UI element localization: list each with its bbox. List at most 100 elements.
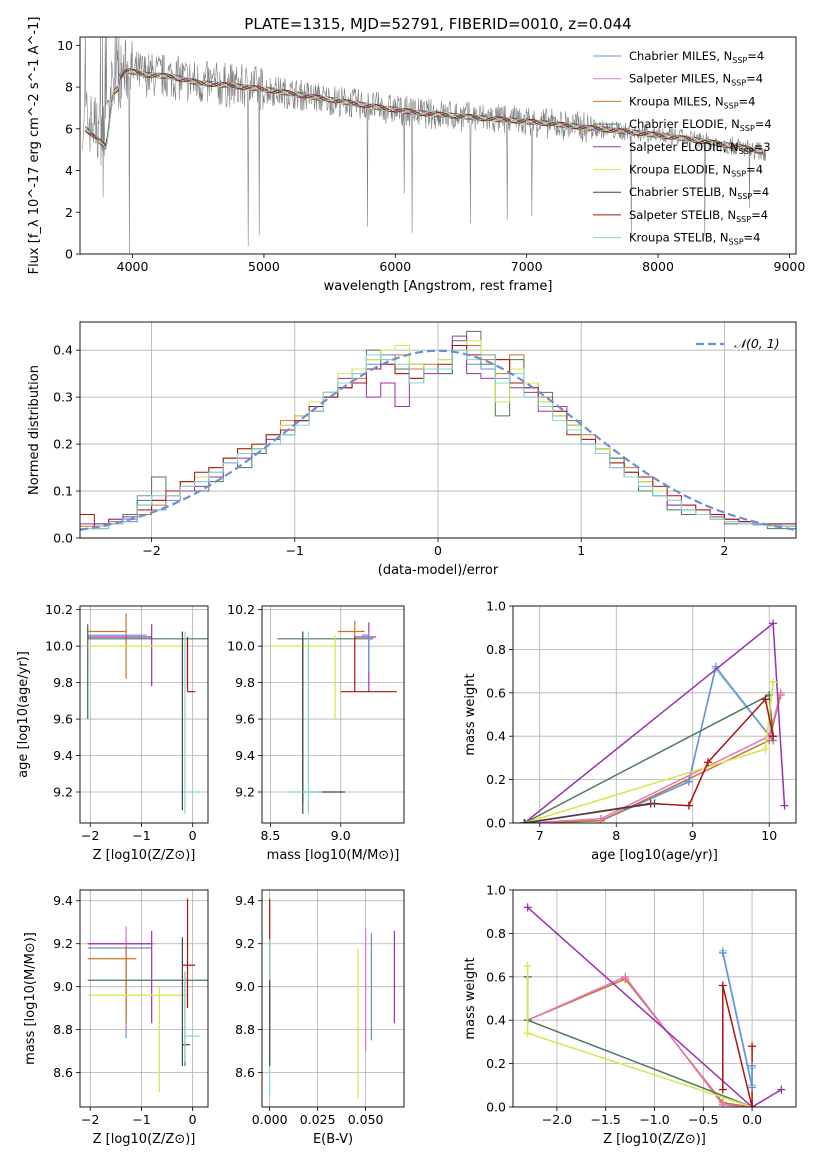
weight-marker [777,1085,786,1094]
axes-frame [512,889,797,1108]
legend-subscript: SSP [736,215,751,224]
weight-marker [650,799,659,808]
y-tick-label: 0.2 [486,1056,506,1071]
x-axis-label: E(B-V) [313,1132,353,1147]
x-tick-label: 0.000 [252,1112,288,1127]
y-tick-label: 10.0 [227,639,255,654]
x-tick-label: −1 [132,828,150,843]
model-spectrum-line [85,67,764,153]
x-axis-label: mass [log10(M/M⊙)] [267,848,400,863]
legend-subscript: SSP [739,147,754,156]
y-tick-label: 8.6 [235,1065,255,1080]
axes-frame [79,36,797,255]
axes-frame [79,321,797,539]
legend-value: =4 [739,94,756,108]
legend-subscript: SSP [729,238,744,247]
axes-frame [261,605,405,824]
x-tick-label: 4000 [117,259,149,274]
y-tick-label: 9.2 [235,785,255,800]
y-tick-label: 9.2 [53,936,73,951]
x-axis-label: wavelength [Angstrom, rest frame] [324,279,553,294]
weight-marker [523,903,532,912]
weight-marker [769,677,778,686]
x-tick-label: 7000 [511,259,543,274]
legend-subscript: SSP [724,101,739,110]
x-tick-label: 0 [189,828,197,843]
y-tick-label: 9.0 [53,979,73,994]
x-tick-label: 1 [577,543,585,558]
x-tick-label: 0.0 [742,1112,762,1127]
y-tick-label: 9.4 [53,893,73,908]
y-tick-label: 10 [57,38,73,53]
y-tick-label: 0.8 [486,642,506,657]
chart-title: PLATE=1315, MJD=52791, FIBERID=0010, z=0… [244,15,631,33]
legend-value: =4 [747,49,764,63]
x-axis-label: Z [log10(Z/Z⊙)] [93,848,196,863]
weight-marker [523,961,532,970]
y-tick-label: 10.2 [227,602,255,617]
weight-marker [769,619,778,628]
legend-subscript: SSP [740,124,755,133]
x-tick-label: 7 [536,828,544,843]
errorbar-group [269,898,396,1099]
weight-marker [748,1042,757,1051]
weight-marker [704,758,713,767]
histogram-group [80,330,796,531]
y-axis-label: Flux [f_λ 10^-17 erg cm^-2 s^-1 A^-1] [27,17,42,275]
legend-subscript: SSP [731,170,746,179]
legend-value: =3 [754,140,771,154]
x-tick-label: −1.5 [591,1112,621,1127]
y-tick-label: 0.8 [486,926,506,941]
x-tick-label: −1.0 [639,1112,669,1127]
x-axis-label: age [log10(age/yr)] [591,848,718,863]
x-tick-label: −0.5 [688,1112,718,1127]
y-tick-label: 4 [65,163,73,178]
legend-subscript: SSP [732,56,747,65]
weight-line [527,906,782,1107]
y-tick-label: 0.4 [486,1013,506,1028]
y-tick-label: 0.2 [486,772,506,787]
weight-marker [769,732,778,741]
weight-line [524,692,782,823]
x-tick-label: 9 [689,828,697,843]
y-tick-label: 8.6 [53,1065,73,1080]
legend-label: Salpeter STELIB, NSSP=4 [629,208,768,224]
legend-label: Chabrier STELIB, NSSP=4 [629,185,769,201]
weight-marker [718,948,727,957]
y-tick-label: 0.2 [53,437,73,452]
x-tick-label: 9000 [774,259,806,274]
x-tick-label: −2.0 [542,1112,572,1127]
weight-lines-group [520,619,789,823]
panel-6: 0.000 0.025 0.050 8.6 8.8 9.0 9.2 9.4 E(B-V) [235,890,404,1147]
y-tick-label: 1.0 [486,883,506,898]
y-tick-label: 0.6 [486,685,506,700]
legend-label: Chabrier MILES, NSSP=4 [629,49,764,65]
legend-label: Salpeter ELODIE, NSSP=3 [629,140,771,156]
legend-subscript: SSP [731,79,746,88]
legend: Chabrier MILES, NSSP=4 Salpeter MILES, NS… [593,49,772,247]
panel-3: 8.5 9.0 9.2 9.4 9.6 9.8 10.0 10.2 mass [log10(M/… [227,602,404,863]
x-axis-label: Z [log10(Z/Z⊙)] [603,1132,706,1147]
x-tick-label: −1 [132,1112,150,1127]
weight-marker [748,1083,757,1092]
panel-2: −2 −1 0 9.2 9.4 9.6 9.8 10.0 10.2 Z [log10(Z/Z⊙)]… [16,602,208,863]
y-tick-label: 0.0 [486,816,506,831]
legend-value: =4 [751,208,768,222]
legend-label: Kroupa ELODIE, NSSP=4 [629,163,763,179]
weight-marker [523,1029,532,1038]
y-tick-label: 0.1 [53,484,73,499]
histogram-step [80,349,796,530]
weight-marker [780,801,789,810]
weight-marker [761,745,770,754]
legend-value: =4 [752,185,769,199]
weight-lines-group [523,903,786,1107]
legend-label: Kroupa MILES, NSSP=4 [629,94,755,110]
y-tick-label: 9.2 [235,936,255,951]
y-tick-label: 6 [65,121,73,136]
x-tick-label: −1 [286,543,304,558]
x-tick-label: 2 [720,543,728,558]
y-axis-label: age [log10(age/yr)] [16,651,31,778]
errorbar-group [87,898,208,1092]
legend-label: Chabrier ELODIE, NSSP=4 [629,117,772,133]
y-tick-label: 2 [65,205,73,220]
